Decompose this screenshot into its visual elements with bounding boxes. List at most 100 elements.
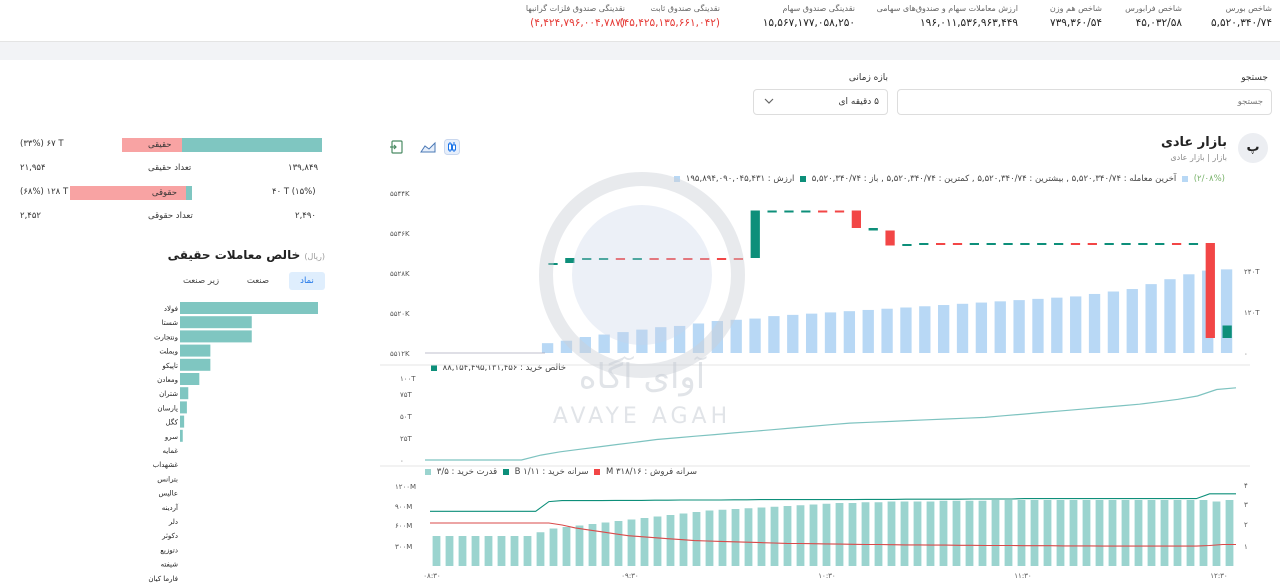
y-tick-label: ۹۰۰M [395,503,412,511]
watermark-text: آوای آگاه [579,356,707,397]
period-select[interactable]: ۵ دقیقه ای [753,89,888,115]
candle [1205,243,1215,338]
page-title: بازار عادی [1160,135,1227,150]
net-real-bar [180,344,211,357]
candle [1121,243,1131,245]
net-real-category: وبملت [159,348,178,356]
tab-symbol[interactable]: نماد [289,272,325,290]
stat-item: نقدینگی صندوق سهام ۱۵,۵۶۷,۱۷۷,۰۵۸,۲۵۰ [763,4,855,29]
header-divider [0,42,1280,60]
buy-power-bar [692,512,701,566]
net-real-bar [180,373,200,385]
y2-tick-label: ۴ [1244,482,1248,490]
net-real-category: عالیس [159,490,178,498]
buy-power-bar [601,522,610,566]
candle [902,244,912,246]
buy-power-bar [1030,500,1039,566]
y-tick-label: ۵۵۳۶K [390,230,410,238]
buy-power-bar [835,503,844,566]
candle [1053,243,1064,245]
period-label: بازه زمانی [848,73,888,83]
bar-segment [70,186,186,200]
candle [598,258,609,260]
buy-power-bar [562,527,571,566]
y-tick-label: ۵۵۲۰K [390,310,410,318]
buy-power-bar [952,500,961,566]
buy-power-bar [1095,500,1104,566]
legal-bar: حقوقی [70,186,192,200]
net-real-category: پارسان [157,404,178,412]
search-label: جستجو [1241,73,1268,83]
buy-power-bar [939,500,948,566]
candle [1188,243,1199,245]
area-chart-icon[interactable] [420,139,436,155]
buy-power-bar [861,502,870,566]
stat-value: ۷۳۹,۳۶۰/۵۴ [1050,17,1102,29]
legal-count-right: ۲,۴۹۰ [295,211,316,221]
real-buy-left: (۳۳%) ۶۷ T [20,139,64,149]
volume-bar [881,308,893,353]
period-value: ۵ دقیقه ای [838,97,879,107]
buy-per-capita-line [430,493,1236,512]
buy-power-bar [1147,500,1156,566]
y2-tick-label: ۱۲۰T [1244,309,1260,317]
buy-power-bar [666,515,675,566]
volume-bar [1013,300,1025,353]
buy-power-bar [1056,500,1065,566]
bar-segment [182,138,322,152]
net-real-bar [180,316,252,329]
candle [1003,243,1013,245]
volume-bar [787,314,799,353]
watermark-disc [572,205,712,345]
buy-power-bar [1108,500,1117,566]
market-charts: ۵۵۱۲K ۵۵۲۰K ۵۵۲۸K ۵۵۳۶K ۵۵۴۴K ۰ ۱۲۰T ۲۴۰T ۰ ۲۵T ۵۰… [380,172,1260,580]
stat-item: نقدینگی صندوق فلزات گرانبها (۴,۴۲۴,۷۹۶,۰۰… [526,4,625,29]
buy-power-bar [575,525,584,566]
net-real-title: (ریال) خالص معاملات حقیقی [168,248,325,262]
candle [952,243,963,245]
candle [582,258,592,260]
net-buy-text: خالص خرید : ۸۸,۱۵۴,۴۹۵,۱۳۱,۴۵۶ [442,363,566,373]
buy-power-bar [614,521,623,566]
net-buy-line [425,387,1237,461]
export-icon[interactable] [389,139,405,155]
net-real-bar [180,358,211,371]
buy-power-bar [809,504,818,566]
search-input[interactable] [897,89,1272,115]
legal-count-left: ۲,۴۵۲ [20,211,41,221]
stat-label: شاخص بورس [1225,4,1272,13]
volume-bar [1164,279,1176,353]
net-real-unit: (ریال) [304,252,325,261]
candle [649,258,659,260]
net-real-bar [180,401,187,414]
volume-bar [862,309,874,353]
candle [1171,243,1182,245]
legend-swatch [674,175,681,182]
candle [750,210,760,258]
x-tick-label: ۱۰:۳۰ [818,572,835,580]
value-text: ارزش : ۱۹۵,۸۹۴,۰۹۰,۰۴۵,۴۳۱ [685,174,795,184]
chart2-legend: خالص خرید : ۸۸,۱۵۴,۴۹۵,۱۳۱,۴۵۶ [428,363,566,373]
y-tick-label: ۵۵۴۴K [390,190,410,198]
buy-power-bar [1160,500,1169,566]
candle [986,243,996,245]
buy-power-bar [900,501,909,566]
last-trade-text: آخرین معامله : ۵,۵۲۰,۳۴۰/۷۴ [1071,174,1177,184]
volume-bar [938,305,950,353]
volume-bar [673,325,686,353]
buy-power-bar [1199,500,1208,566]
buy-power-bar [471,536,480,566]
bar-tag: حقوقی [151,188,177,198]
candle [868,228,878,231]
stat-item: شاخص بورس ۵,۵۲۰,۳۴۰/۷۴ [1211,4,1272,29]
volume-bar [975,302,988,353]
stat-value: (۴,۴۲۴,۷۹۶,۰۰۴,۷۸۷) [530,17,625,29]
legend-swatch [425,468,432,475]
tab-industry[interactable]: صنعت [246,276,270,286]
candlestick-icon[interactable] [444,139,460,155]
legend-swatch [1182,175,1188,182]
buy-power-bar [497,536,506,566]
legend-swatch [594,468,601,475]
tab-sub-industry[interactable]: زیر صنعت [182,276,220,286]
buy-power-bar [796,505,805,566]
